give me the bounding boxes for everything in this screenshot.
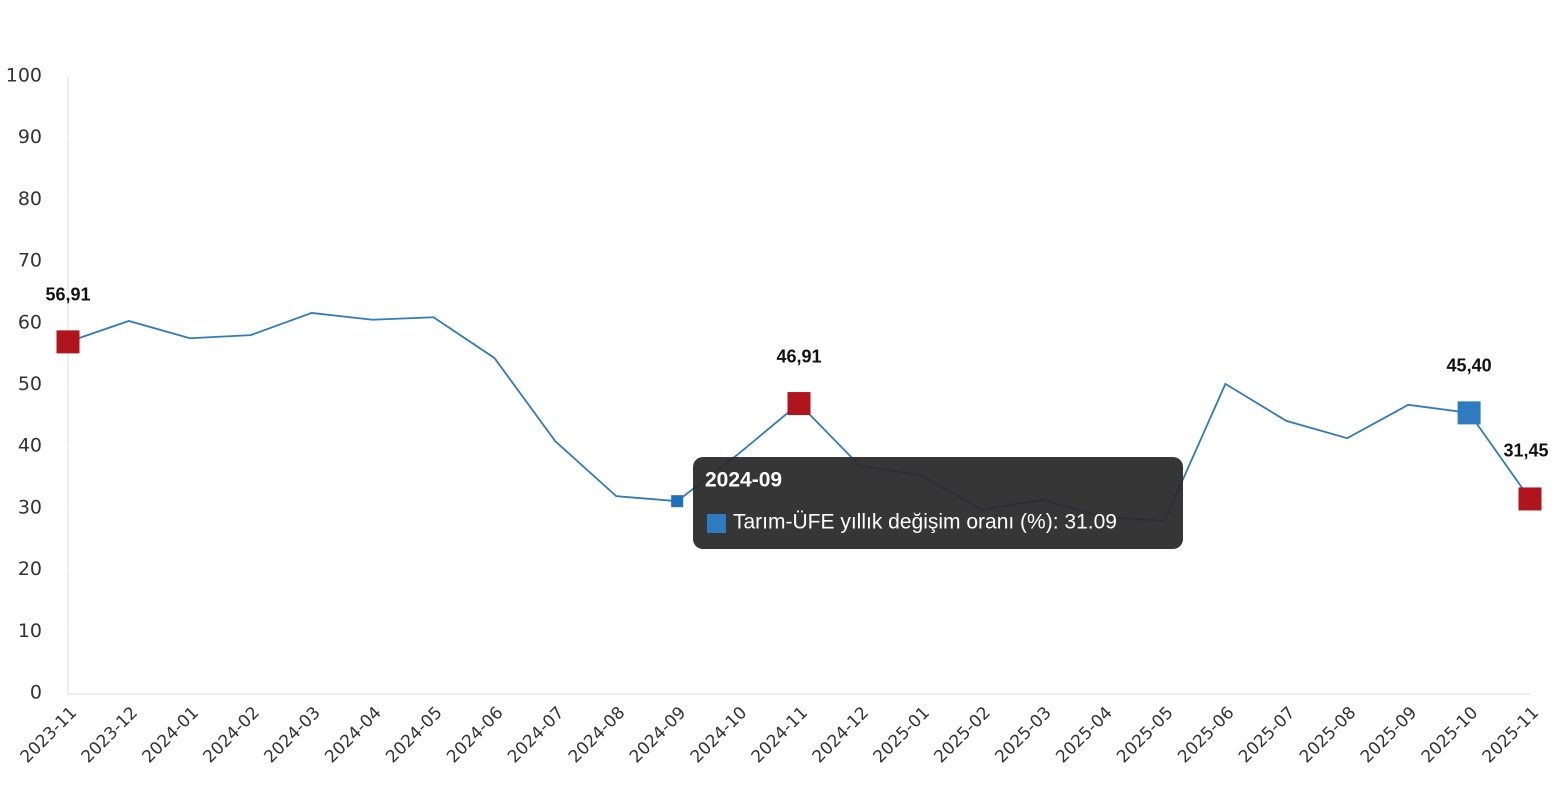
x-tick-label: 2025-03 (991, 703, 1055, 767)
y-tick-label: 30 (18, 496, 42, 518)
x-tick-label: 2023-11 (17, 703, 81, 767)
y-tick-label: 0 (30, 682, 42, 704)
y-tick-label: 40 (18, 435, 42, 457)
tooltip-text: Tarım-ÜFE yıllık değişim oranı (%): 31.0… (733, 511, 1117, 534)
marker (56, 330, 80, 354)
x-tick-label: 2023-12 (78, 703, 142, 767)
y-tick-label: 20 (18, 558, 42, 580)
y-tick-label: 10 (18, 620, 42, 642)
x-tick-label: 2025-09 (1357, 703, 1421, 767)
x-tick-label: 2024-10 (687, 703, 751, 767)
x-tick-label: 2025-08 (1296, 703, 1360, 767)
marker (787, 392, 811, 416)
x-tick-label: 2025-02 (930, 703, 994, 767)
data-label: 56,91 (45, 285, 90, 305)
y-tick-label: 100 (6, 65, 42, 87)
x-tick-label: 2024-01 (139, 703, 203, 767)
marker (1518, 487, 1542, 511)
plot: 01020304050607080901002023-112023-122024… (6, 65, 1549, 768)
x-tick-label: 2024-03 (260, 703, 324, 767)
y-tick-label: 90 (18, 126, 42, 148)
y-tick-label: 50 (18, 373, 42, 395)
x-tick-label: 2025-10 (1418, 703, 1482, 767)
x-tick-label: 2024-05 (382, 703, 446, 767)
tooltip: 2024-09 Tarım-ÜFE yıllık değişim oranı (… (693, 457, 1183, 549)
y-tick-label: 80 (18, 188, 42, 210)
x-tick-label: 2024-11 (748, 703, 812, 767)
y-tick-label: 60 (18, 311, 42, 333)
tooltip-swatch (707, 514, 726, 533)
marker (1457, 401, 1481, 425)
x-tick-label: 2024-07 (504, 703, 568, 767)
x-tick-label: 2025-04 (1052, 703, 1116, 767)
x-tick-label: 2025-11 (1479, 703, 1543, 767)
tooltip-title: 2024-09 (705, 469, 782, 492)
tooltip-box (693, 457, 1183, 549)
data-label: 31,45 (1503, 441, 1548, 461)
data-label: 46,91 (776, 346, 821, 366)
x-tick-label: 2025-01 (870, 703, 934, 767)
x-tick-label: 2025-07 (1235, 703, 1299, 767)
data-label: 45,40 (1447, 356, 1492, 376)
x-tick-label: 2024-06 (443, 703, 507, 767)
marker (671, 495, 684, 508)
x-tick-label: 2024-04 (321, 703, 385, 767)
x-tick-label: 2025-06 (1174, 703, 1238, 767)
y-tick-label: 70 (18, 250, 42, 272)
x-tick-label: 2024-09 (626, 703, 690, 767)
x-tick-label: 2024-08 (565, 703, 629, 767)
x-tick-label: 2025-05 (1113, 703, 1177, 767)
x-tick-label: 2024-12 (809, 703, 873, 767)
x-tick-label: 2024-02 (199, 703, 263, 767)
